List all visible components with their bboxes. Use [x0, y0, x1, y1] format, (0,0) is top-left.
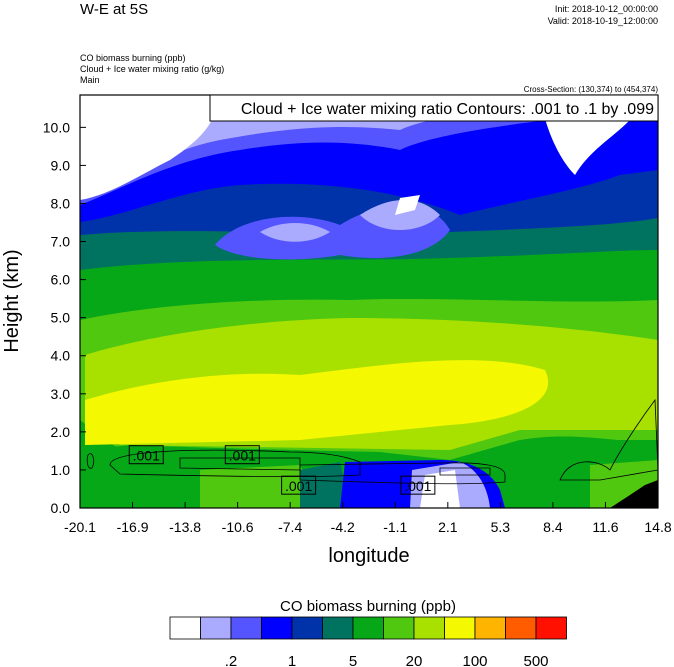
y-tick-label: 6.0 [51, 272, 71, 288]
x-tick-label: -7.4 [278, 519, 302, 535]
x-tick-label: 8.4 [543, 519, 563, 535]
chart-title: W-E at 5S [80, 1, 148, 18]
cloud-contours [86, 398, 658, 485]
colorbar-label: 500 [523, 653, 548, 667]
field-label-main: Main [80, 75, 100, 85]
colorbar-box [474, 616, 506, 640]
field-label-co: CO biomass burning (ppb) [80, 53, 186, 63]
y-tick-label: 9.0 [51, 157, 71, 173]
y-tick-label: 4.0 [51, 348, 71, 364]
colorbar-box [535, 616, 567, 640]
field-label-cloud: Cloud + Ice water mixing ratio (g/kg) [80, 64, 224, 74]
y-tick-label: 1.0 [51, 462, 71, 478]
contour-label-box [224, 445, 260, 465]
contour-label: .001 [133, 448, 160, 464]
x-tick-label: -20.1 [64, 519, 96, 535]
y-tick-label: 5.0 [51, 310, 71, 326]
band-lime-low [200, 460, 658, 508]
colorbar-box [322, 616, 354, 640]
colorbar-box [352, 616, 384, 640]
contour-label: .001 [404, 478, 431, 494]
band-lavender-2 [260, 200, 440, 242]
y-tick-label: 10.0 [43, 119, 70, 135]
init-time: Init: 2018-10-12_00:00:00 [555, 4, 658, 14]
contour-label: .001 [229, 448, 256, 464]
colorbar-box [383, 616, 415, 640]
contour-info: Cloud + Ice water mixing ratio Contours:… [241, 101, 654, 118]
colorbar-box [230, 616, 262, 640]
contour-label-box [281, 475, 317, 495]
colorbar-box [505, 616, 537, 640]
colorbar-label: 100 [462, 653, 487, 667]
x-tick-label: -10.6 [222, 519, 254, 535]
x-axis-label: longitude [328, 545, 409, 567]
colorbar-box [169, 616, 201, 640]
y-tick-label: 3.0 [51, 386, 71, 402]
contour-label: .001 [285, 478, 312, 494]
colorbar-label: .2 [225, 653, 238, 667]
x-tick-label: 14.8 [644, 519, 671, 535]
contour-field [80, 95, 658, 508]
colorbar-label: 5 [349, 653, 357, 667]
y-tick-label: 0.0 [51, 500, 71, 516]
x-tick-label: -1.1 [383, 519, 407, 535]
y-tick-label: 7.0 [51, 234, 71, 250]
terrain [610, 480, 658, 508]
x-tick-label: -16.9 [117, 519, 149, 535]
colorbar-title: CO biomass burning (ppb) [280, 598, 456, 615]
y-tick-label: 2.0 [51, 424, 71, 440]
band-teal-low [300, 462, 350, 508]
contour-label-box [128, 445, 164, 465]
band-white-low [420, 470, 460, 508]
x-tick-label: 5.3 [491, 519, 511, 535]
colorbar-label: 1 [288, 653, 296, 667]
colorbar-label: 20 [406, 653, 423, 667]
contour-label-box [400, 475, 436, 495]
valid-time: Valid: 2018-10-19_12:00:00 [548, 16, 658, 26]
y-axis-label: Height (km) [1, 249, 23, 352]
cross-section-label: Cross-Section: (130,374) to (454,374) [524, 85, 659, 94]
colorbar-box [444, 616, 476, 640]
y-tick-label: 8.0 [51, 195, 71, 211]
x-tick-label: 11.6 [592, 519, 618, 535]
band-yellow [85, 360, 549, 445]
colorbar-box [291, 616, 323, 640]
colorbar-box [413, 616, 445, 640]
colorbar-box [200, 616, 232, 640]
contour-info-box [209, 94, 659, 122]
x-tick-label: -4.2 [331, 519, 355, 535]
x-tick-label: -13.8 [169, 519, 201, 535]
colorbar-box [261, 616, 293, 640]
x-tick-label: 2.1 [438, 519, 458, 535]
